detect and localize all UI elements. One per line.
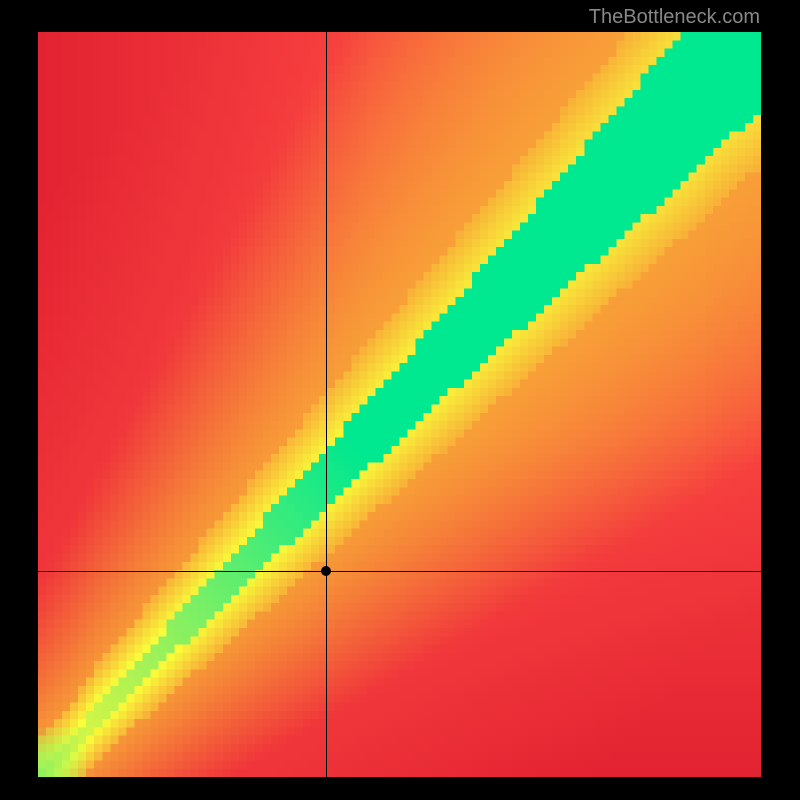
crosshair-vertical (326, 32, 327, 777)
heatmap-canvas (38, 32, 761, 777)
crosshair-horizontal (38, 571, 761, 572)
crosshair-marker-dot (321, 566, 331, 576)
watermark-text: TheBottleneck.com (589, 6, 760, 29)
bottleneck-heatmap-plot (38, 32, 761, 777)
